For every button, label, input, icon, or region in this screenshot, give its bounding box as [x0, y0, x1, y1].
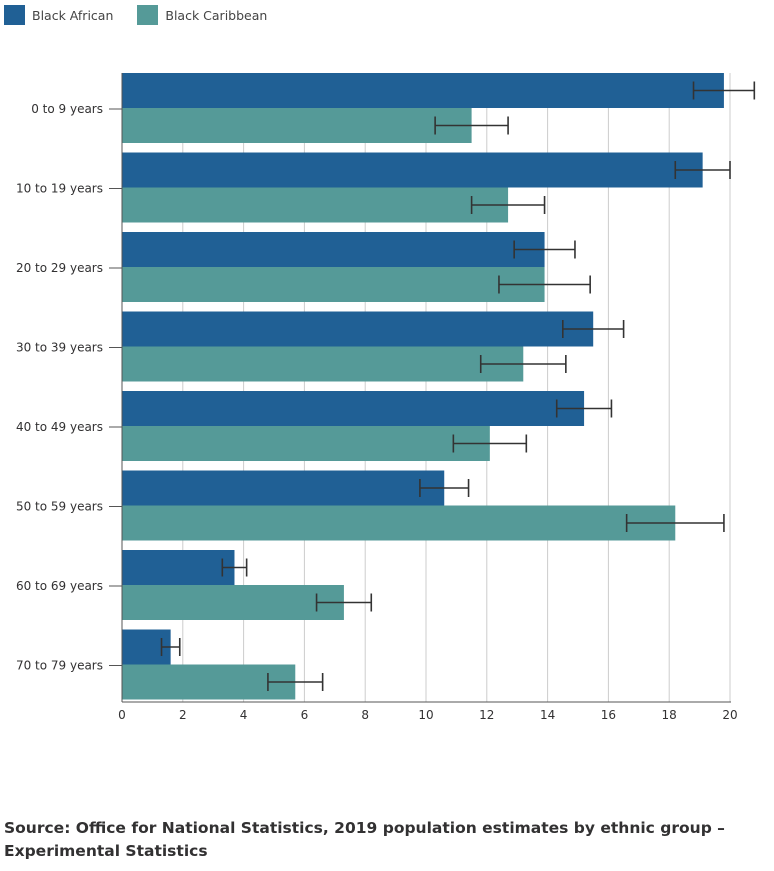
- bar-black-caribbean-0-to-9-years: [122, 108, 472, 143]
- bar-black-african-50-to-59-years: [122, 470, 445, 506]
- bar-black-caribbean-70-to-79-years: [122, 664, 296, 700]
- x-tick-label: 2: [179, 708, 187, 722]
- bar-black-caribbean-20-to-29-years: [122, 267, 545, 302]
- bar-black-african-30-to-39-years: [122, 311, 594, 347]
- bar-black-caribbean-30-to-39-years: [122, 346, 524, 382]
- legend-swatch-black-african: [4, 5, 25, 25]
- x-tick-label: 14: [540, 708, 555, 722]
- bar-black-caribbean-10-to-19-years: [122, 187, 509, 223]
- y-tick-label: 50 to 59 years: [16, 500, 103, 514]
- bar-black-caribbean-60-to-69-years: [122, 585, 344, 620]
- legend-item-black-african[interactable]: Black African: [4, 5, 113, 25]
- bar-black-african-20-to-29-years: [122, 232, 545, 267]
- bar-black-african-0-to-9-years: [122, 73, 724, 108]
- x-tick-label: 6: [301, 708, 309, 722]
- x-tick-label: 18: [662, 708, 677, 722]
- legend-swatch-black-caribbean: [137, 5, 159, 25]
- y-tick-label: 40 to 49 years: [16, 420, 103, 434]
- legend: Black African Black Caribbean: [4, 5, 291, 25]
- y-tick-label: 10 to 19 years: [16, 182, 103, 196]
- bar-black-african-40-to-49-years: [122, 391, 585, 426]
- x-tick-label: 20: [722, 708, 737, 722]
- legend-item-black-caribbean[interactable]: Black Caribbean: [137, 5, 267, 25]
- x-tick-label: 8: [361, 708, 369, 722]
- x-tick-label: 4: [240, 708, 248, 722]
- bar-chart: 0 2 4 6 8 10 12 14 16 18 20 0 to 9 years 10 to 19 ye…: [16, 73, 756, 722]
- source-note: Source: Office for National Statistics, …: [4, 819, 725, 860]
- bar-black-african-60-to-69-years: [122, 550, 235, 585]
- y-tick-label: 20 to 29 years: [16, 261, 103, 275]
- x-tick-label: 0: [118, 708, 126, 722]
- legend-label-black-caribbean: Black Caribbean: [165, 7, 268, 23]
- bar-black-caribbean-50-to-59-years: [122, 505, 676, 541]
- y-tick-label: 30 to 39 years: [16, 341, 103, 355]
- y-tick-label: 0 to 9 years: [31, 102, 103, 116]
- y-tick-label: 70 to 79 years: [16, 659, 103, 673]
- x-tick-label: 16: [601, 708, 616, 722]
- legend-label-black-african: Black African: [32, 7, 114, 23]
- y-tick-label: 60 to 69 years: [16, 579, 103, 593]
- x-tick-label: 12: [479, 708, 494, 722]
- bar-black-caribbean-40-to-49-years: [122, 426, 490, 461]
- x-tick-label: 10: [418, 708, 433, 722]
- bar-black-african-10-to-19-years: [122, 152, 703, 188]
